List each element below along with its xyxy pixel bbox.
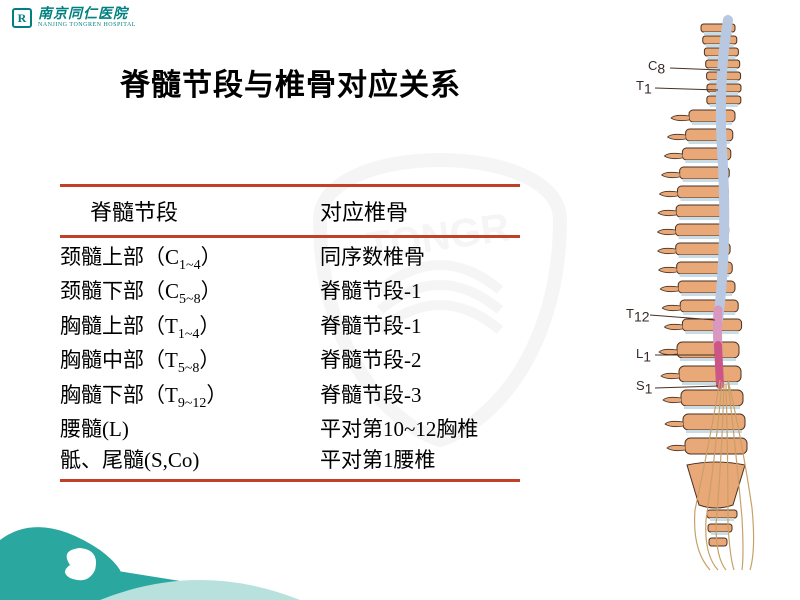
table-row: 颈髓上部（C1~4）同序数椎骨 [60, 242, 520, 276]
table-cell-vertebra: 脊髓节段-1 [300, 311, 520, 345]
hospital-name-en: NANJING TONGREN HOSPITAL [38, 22, 136, 28]
table-cell-segment: 胸髓上部（T1~4） [60, 311, 300, 345]
spine-label-s1: S1 [636, 378, 652, 397]
correspondence-table: 脊髓节段 对应椎骨 颈髓上部（C1~4）同序数椎骨颈髓下部（C5~8）脊髓节段-… [60, 180, 520, 486]
table-top-rule [60, 184, 520, 187]
table-body: 颈髓上部（C1~4）同序数椎骨颈髓下部（C5~8）脊髓节段-1胸髓上部（T1~4… [60, 242, 520, 475]
spine-diagram: C8 T1 T12 L1 S1 [600, 10, 780, 590]
table-bottom-rule [60, 479, 520, 482]
hospital-header: R 南京同仁医院 NANJING TONGREN HOSPITAL [12, 8, 136, 28]
spine-label-t12: T12 [626, 306, 650, 325]
table-cell-vertebra: 脊髓节段-2 [300, 345, 520, 379]
table-cell-segment: 颈髓上部（C1~4） [60, 242, 300, 276]
table-row: 胸髓下部（T9~12）脊髓节段-3 [60, 380, 520, 414]
spine-svg [600, 10, 780, 590]
spine-label-c8: C8 [648, 58, 665, 77]
table-row: 颈髓下部（C5~8）脊髓节段-1 [60, 276, 520, 310]
hospital-name-block: 南京同仁医院 NANJING TONGREN HOSPITAL [38, 8, 136, 28]
page-title: 脊髓节段与椎骨对应关系 [120, 60, 461, 104]
table-cell-vertebra: 同序数椎骨 [300, 242, 520, 276]
hospital-name-cn: 南京同仁医院 [38, 8, 136, 22]
table-header-col1: 脊髓节段 [60, 195, 300, 227]
table-row: 骶、尾髓(S,Co)平对第1腰椎 [60, 445, 520, 475]
table-cell-segment: 骶、尾髓(S,Co) [60, 445, 300, 475]
table-header-col2: 对应椎骨 [300, 195, 520, 227]
table-cell-segment: 胸髓中部（T5~8） [60, 345, 300, 379]
table-row: 胸髓中部（T5~8）脊髓节段-2 [60, 345, 520, 379]
table-cell-vertebra: 平对第1腰椎 [300, 445, 520, 475]
table-cell-segment: 颈髓下部（C5~8） [60, 276, 300, 310]
table-mid-rule [60, 235, 520, 238]
table-header-row: 脊髓节段 对应椎骨 [60, 191, 520, 231]
table-cell-vertebra: 脊髓节段-3 [300, 380, 520, 414]
table-cell-segment: 腰髓(L) [60, 414, 300, 444]
wave-decoration-icon [0, 500, 300, 600]
hospital-logo-icon: R [12, 8, 32, 28]
table-row: 腰髓(L)平对第10~12胸椎 [60, 414, 520, 444]
logo-letter: R [18, 11, 27, 26]
spine-label-l1: L1 [636, 346, 651, 365]
table-cell-segment: 胸髓下部（T9~12） [60, 380, 300, 414]
table-cell-vertebra: 平对第10~12胸椎 [300, 414, 520, 444]
table-row: 胸髓上部（T1~4）脊髓节段-1 [60, 311, 520, 345]
table-cell-vertebra: 脊髓节段-1 [300, 276, 520, 310]
spine-label-t1: T1 [636, 78, 652, 97]
